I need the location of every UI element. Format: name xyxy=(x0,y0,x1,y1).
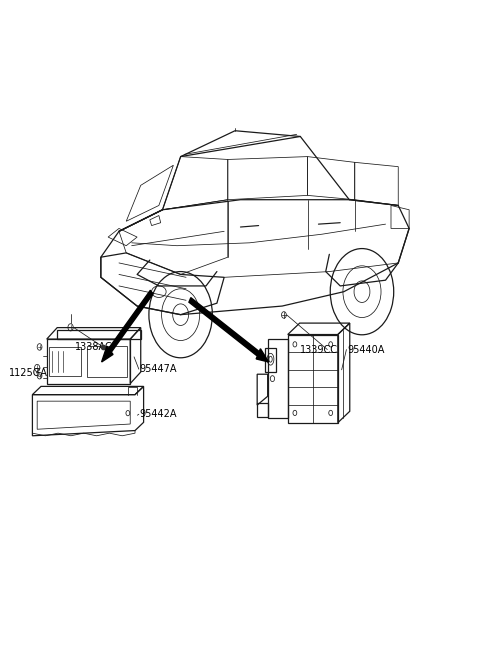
Text: 95440A: 95440A xyxy=(348,344,385,354)
Text: 1338AC: 1338AC xyxy=(75,342,113,352)
FancyArrow shape xyxy=(102,290,153,362)
Text: 95447A: 95447A xyxy=(140,364,177,374)
FancyArrow shape xyxy=(189,298,269,362)
Text: 1339CC: 1339CC xyxy=(300,344,337,354)
Text: 1125GA: 1125GA xyxy=(9,368,48,378)
Text: 95442A: 95442A xyxy=(140,409,177,419)
